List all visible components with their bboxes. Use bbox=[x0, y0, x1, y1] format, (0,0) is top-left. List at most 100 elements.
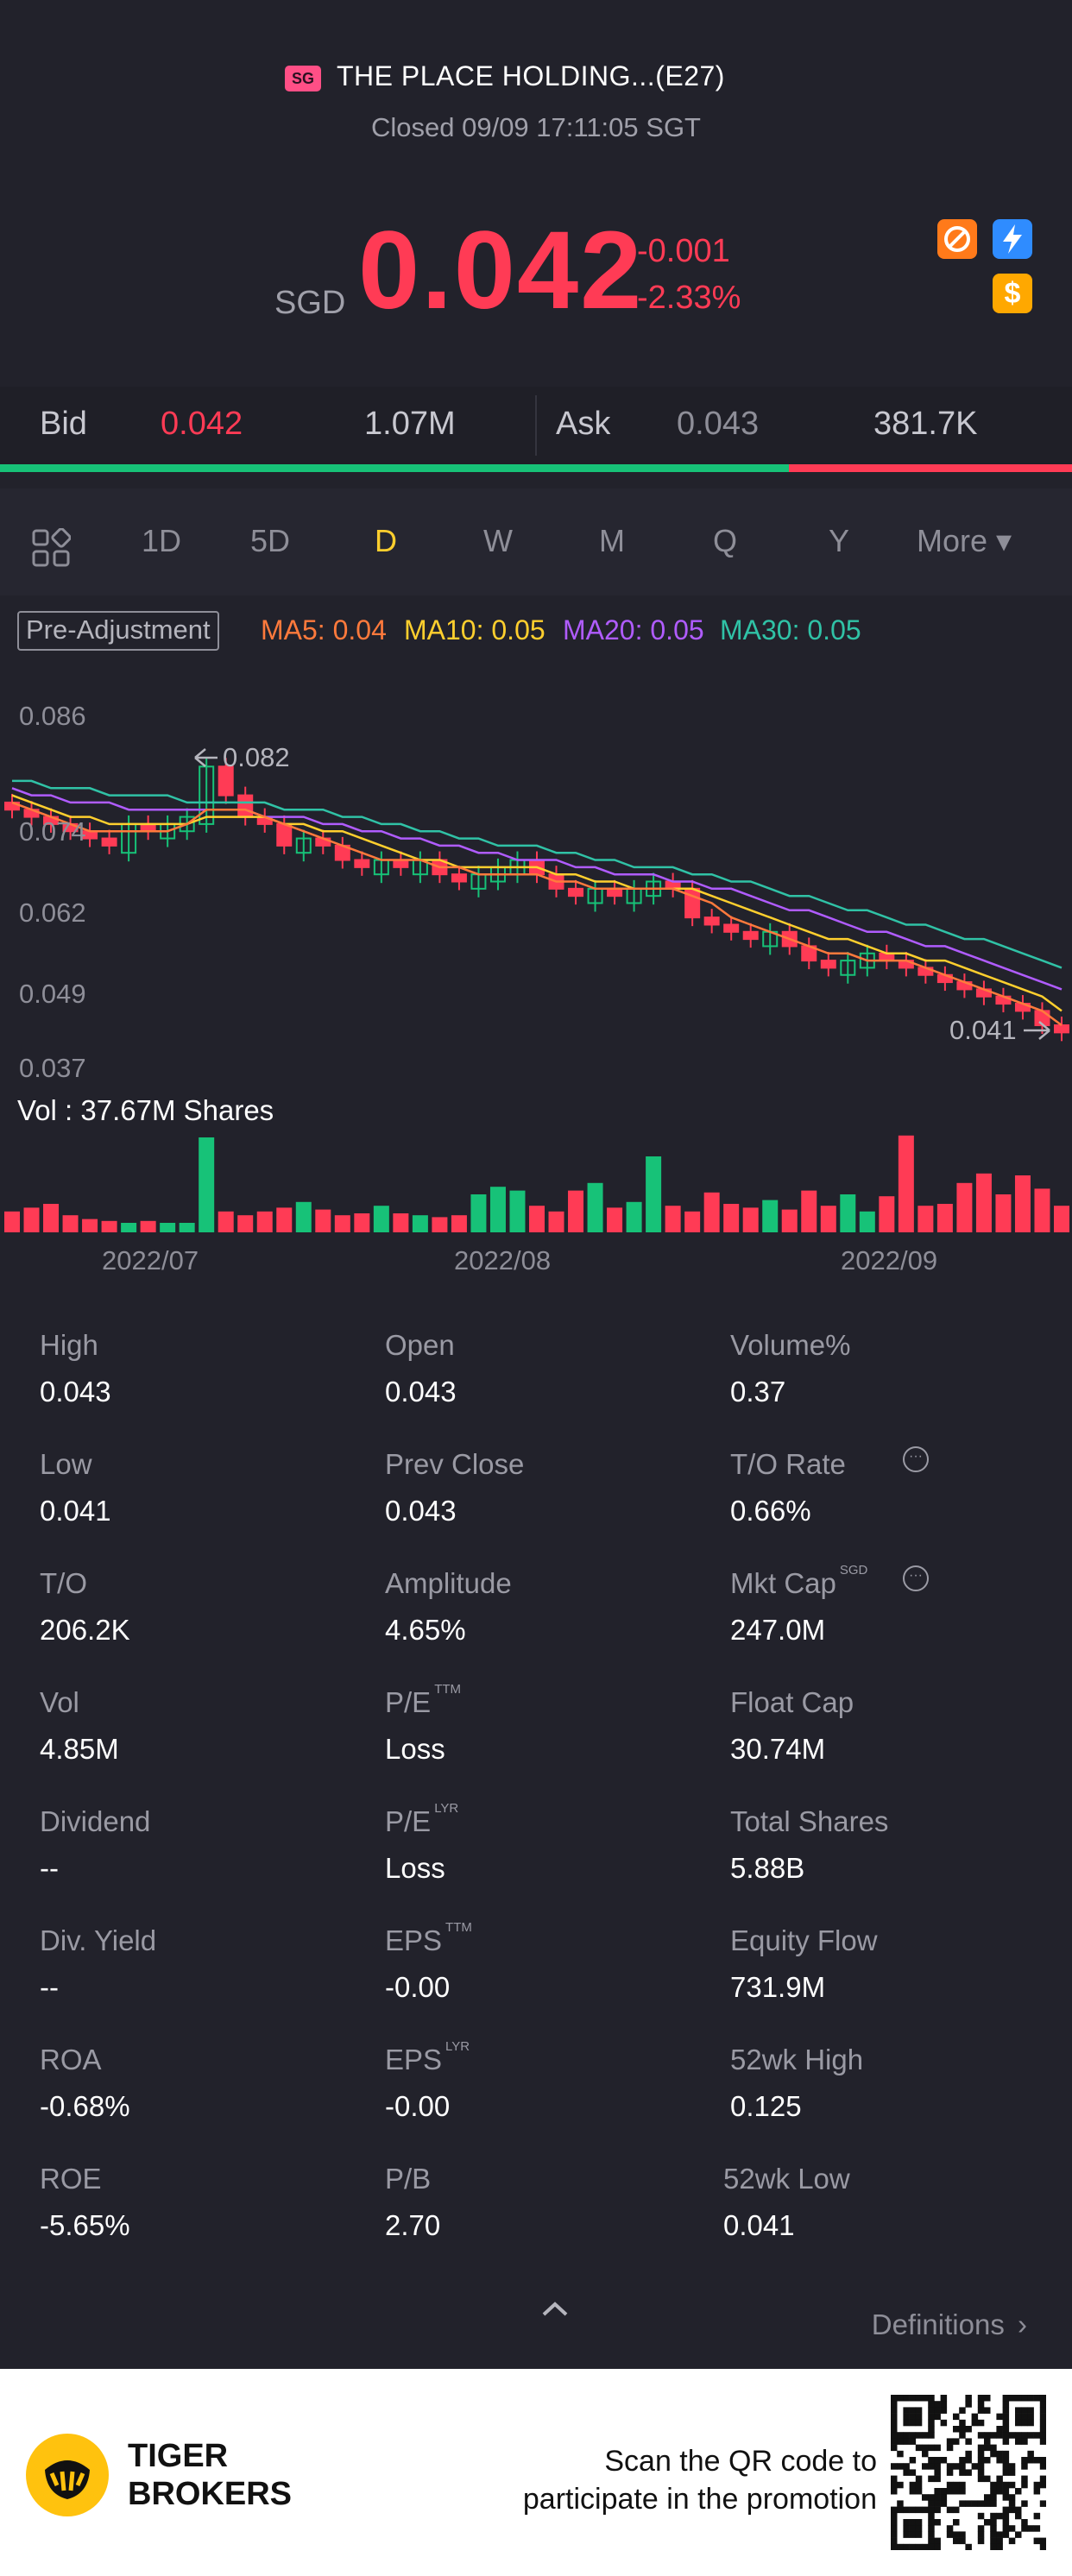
tab-w[interactable]: W bbox=[483, 523, 513, 558]
qr-module bbox=[1027, 2395, 1034, 2402]
qr-module bbox=[909, 2506, 917, 2514]
tab-more[interactable]: More ▾ bbox=[917, 523, 1012, 558]
stock-title[interactable]: THE PLACE HOLDING...(E27) bbox=[337, 60, 725, 91]
qr-module bbox=[903, 2438, 910, 2445]
qr-module bbox=[909, 2395, 917, 2402]
qr-module bbox=[1015, 2506, 1022, 2514]
stat-value: 5.88B bbox=[730, 1852, 805, 1884]
definitions-link[interactable]: Definitions › bbox=[872, 2308, 1027, 2341]
qr-module bbox=[1021, 2457, 1028, 2464]
to-rate-info-icon[interactable]: ··· bbox=[903, 1446, 929, 1472]
qr-module bbox=[1008, 2432, 1016, 2439]
stat-value: 0.66% bbox=[730, 1495, 811, 1527]
qr-module bbox=[959, 2488, 966, 2495]
qr-module bbox=[934, 2407, 941, 2414]
qr-module bbox=[946, 2525, 954, 2532]
qr-module bbox=[1027, 2457, 1034, 2464]
tiger-logo bbox=[26, 2434, 109, 2516]
candlestick-chart[interactable]: 0.086 0.074 0.062 0.049 0.037 0.082 0.04… bbox=[0, 682, 1072, 1286]
qr-module bbox=[1021, 2463, 1028, 2470]
qr-module bbox=[1015, 2432, 1022, 2439]
stat-cell: Mkt Cap SGD 247.0M bbox=[730, 1563, 867, 1647]
volume-bar bbox=[199, 1137, 215, 1232]
currency-label: SGD bbox=[274, 285, 346, 321]
qr-module bbox=[1021, 2481, 1028, 2489]
tab-m[interactable]: M bbox=[599, 523, 625, 558]
x-tick-label: 2022/08 bbox=[454, 1245, 551, 1275]
stat-label: Total Shares bbox=[730, 1805, 889, 1837]
qr-module bbox=[1027, 2419, 1034, 2427]
volume-bar bbox=[393, 1213, 409, 1232]
qr-module bbox=[946, 2531, 954, 2538]
chart-layout-icon[interactable] bbox=[31, 527, 72, 572]
volume-bar bbox=[879, 1196, 895, 1232]
stat-label: Low bbox=[40, 1448, 92, 1480]
qr-module bbox=[965, 2438, 972, 2445]
tab-y[interactable]: Y bbox=[829, 523, 850, 558]
qr-module bbox=[977, 2463, 985, 2470]
price-change-percent: -2.33% bbox=[637, 280, 741, 316]
tab-1d[interactable]: 1D bbox=[142, 523, 182, 558]
y-tick-label: 0.062 bbox=[19, 898, 86, 928]
stat-superscript: TTM bbox=[445, 1920, 472, 1935]
tab-d[interactable]: D bbox=[375, 523, 397, 558]
qr-code[interactable] bbox=[891, 2395, 1047, 2551]
volume-bar bbox=[529, 1206, 545, 1232]
qr-module bbox=[909, 2519, 917, 2526]
qr-module bbox=[1002, 2413, 1010, 2421]
qr-module bbox=[1002, 2457, 1010, 2464]
lightning-icon[interactable] bbox=[993, 219, 1032, 259]
qr-module bbox=[959, 2419, 966, 2427]
qr-module bbox=[891, 2419, 898, 2427]
qr-module bbox=[891, 2401, 898, 2408]
qr-module bbox=[915, 2543, 923, 2551]
pre-adjustment-toggle[interactable]: Pre-Adjustment bbox=[17, 611, 219, 651]
qr-module bbox=[1021, 2413, 1028, 2421]
qr-module bbox=[977, 2469, 985, 2476]
stat-label: T/O Rate bbox=[730, 1448, 846, 1480]
qr-module bbox=[915, 2444, 923, 2452]
qr-module bbox=[891, 2444, 898, 2452]
stat-superscript: LYR bbox=[445, 2039, 470, 2054]
stat-cell: Equity Flow 731.9M bbox=[730, 1924, 881, 2004]
qr-module bbox=[1033, 2512, 1041, 2520]
qr-module bbox=[922, 2506, 929, 2514]
qr-module bbox=[1002, 2531, 1010, 2538]
volume-bar bbox=[568, 1190, 584, 1232]
qr-module bbox=[922, 2444, 929, 2452]
qr-module bbox=[977, 2419, 985, 2427]
qr-module bbox=[1039, 2419, 1047, 2427]
qr-module bbox=[934, 2500, 941, 2507]
qr-module bbox=[891, 2395, 898, 2402]
qr-module bbox=[996, 2475, 1003, 2483]
qr-module bbox=[971, 2500, 979, 2507]
qr-module bbox=[1015, 2531, 1022, 2538]
stat-superscript: TTM bbox=[434, 1682, 462, 1697]
period-tabs: 1D 5D D W M Q Y More ▾ bbox=[0, 488, 1072, 595]
stat-value: 4.85M bbox=[40, 1733, 119, 1765]
qr-module bbox=[953, 2506, 960, 2514]
tab-q[interactable]: Q bbox=[713, 523, 738, 558]
stat-label: Amplitude bbox=[385, 1567, 512, 1599]
stat-value: 0.043 bbox=[40, 1376, 111, 1408]
dollar-icon[interactable]: $ bbox=[993, 274, 1032, 313]
qr-module bbox=[1039, 2438, 1047, 2445]
qr-module bbox=[915, 2488, 923, 2495]
qr-module bbox=[891, 2537, 898, 2545]
no-short-icon[interactable] bbox=[937, 219, 977, 259]
qr-module bbox=[928, 2531, 935, 2538]
price-chart[interactable]: 0.086 0.074 0.062 0.049 0.037 0.082 0.04… bbox=[0, 682, 1072, 1286]
volume-bar bbox=[256, 1211, 273, 1232]
qr-module bbox=[1015, 2413, 1022, 2421]
promo-text-line1: Scan the QR code to bbox=[604, 2445, 877, 2478]
qr-module bbox=[1015, 2395, 1022, 2402]
mkt-cap-info-icon[interactable]: ··· bbox=[903, 1565, 929, 1591]
qr-module bbox=[1002, 2450, 1010, 2458]
volume-bar bbox=[160, 1223, 176, 1232]
qr-module bbox=[1039, 2432, 1047, 2439]
chevron-up-icon[interactable] bbox=[540, 2299, 570, 2322]
stat-cell: Prev Close 0.043 bbox=[385, 1448, 527, 1527]
tab-5d[interactable]: 5D bbox=[250, 523, 291, 558]
stat-label: P/E bbox=[385, 1805, 432, 1837]
stat-value: Loss bbox=[385, 1733, 445, 1765]
